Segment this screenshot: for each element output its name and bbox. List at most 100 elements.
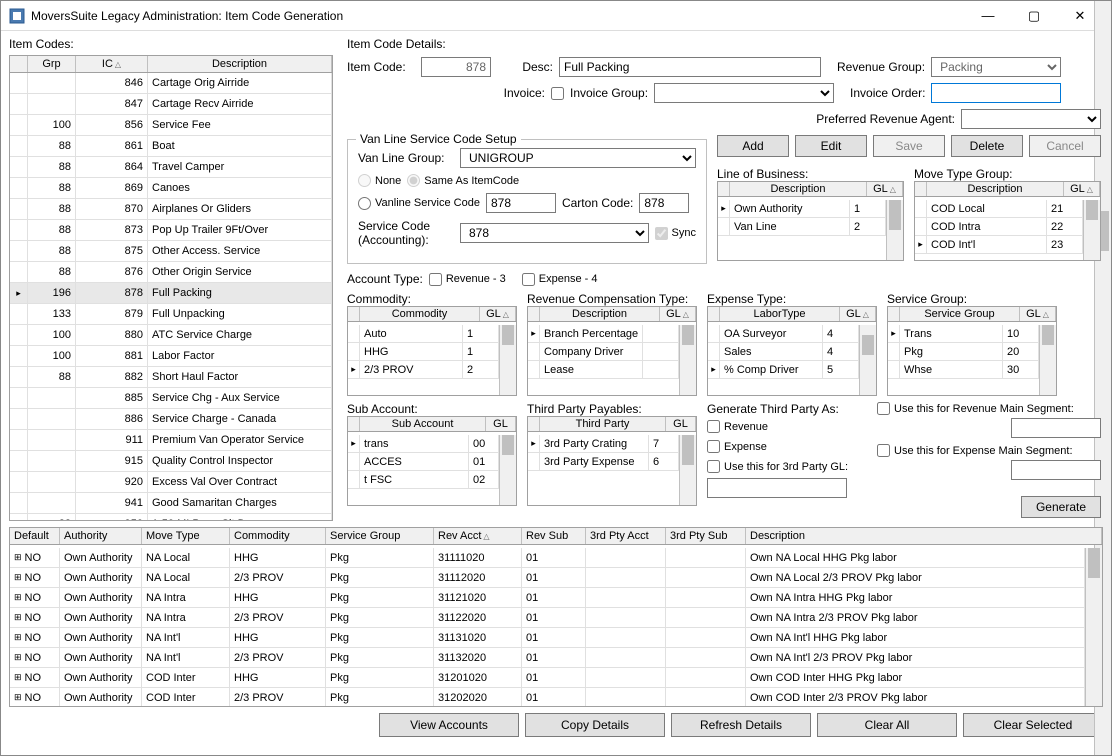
col-3ptyacct[interactable]: 3rd Pty Acct: [586, 528, 666, 544]
table-row[interactable]: Lease: [528, 361, 679, 379]
table-row[interactable]: Pkg20: [888, 343, 1039, 361]
use-3p-gl-checkbox[interactable]: [707, 460, 720, 473]
table-row[interactable]: t FSC02: [348, 471, 499, 489]
table-row[interactable]: 885Service Chg - Aux Service: [10, 388, 332, 409]
table-row[interactable]: Van Line2: [718, 218, 886, 236]
table-row[interactable]: 847Cartage Recv Airride: [10, 94, 332, 115]
table-row[interactable]: 88873Pop Up Trailer 9Ft/Over: [10, 220, 332, 241]
table-row[interactable]: 915Quality Control Inspector: [10, 451, 332, 472]
col-ic[interactable]: IC△: [76, 56, 148, 72]
table-row[interactable]: ⊞NOOwn AuthorityNA LocalHHGPkg3111102001…: [10, 548, 1085, 568]
pref-rev-agent-select[interactable]: [961, 109, 1101, 129]
accounts-grid[interactable]: Default Authority Move Type Commodity Se…: [9, 527, 1103, 707]
gtpa-expense-checkbox[interactable]: [707, 440, 720, 453]
table-row[interactable]: 100881Labor Factor: [10, 346, 332, 367]
rct-grid[interactable]: DescriptionGL△ ▸Branch PercentageCompany…: [527, 306, 697, 396]
svcg-grid[interactable]: Service GroupGL△ ▸Trans10Pkg20Whse30: [887, 306, 1057, 396]
add-button[interactable]: Add: [717, 135, 789, 157]
commodity-grid[interactable]: CommodityGL△ Auto1HHG1▸2/3 PROV2: [347, 306, 517, 396]
table-row[interactable]: HHG1: [348, 343, 499, 361]
table-row[interactable]: ▸Own Authority1: [718, 200, 886, 218]
carton-code-field[interactable]: [639, 193, 689, 213]
table-row[interactable]: ⊞NOOwn AuthorityNA IntraHHGPkg3112102001…: [10, 588, 1085, 608]
col-commodity[interactable]: Commodity: [230, 528, 326, 544]
radio-vsc[interactable]: [358, 197, 371, 210]
table-row[interactable]: 100856Service Fee: [10, 115, 332, 136]
col-desc[interactable]: Description: [148, 56, 332, 72]
table-row[interactable]: 88876Other Origin Service: [10, 262, 332, 283]
col-revsub[interactable]: Rev Sub: [522, 528, 586, 544]
col-3ptysub[interactable]: 3rd Pty Sub: [666, 528, 746, 544]
tpp-grid[interactable]: Third PartyGL ▸3rd Party Crating73rd Par…: [527, 416, 697, 506]
table-row[interactable]: ⊞NOOwn AuthorityNA Int'l2/3 PROVPkg31132…: [10, 648, 1085, 668]
generate-button[interactable]: Generate: [1021, 496, 1101, 518]
col-authority[interactable]: Authority: [60, 528, 142, 544]
table-row[interactable]: Auto1: [348, 325, 499, 343]
col-revacct[interactable]: Rev Acct△: [434, 528, 522, 544]
copy-details-button[interactable]: Copy Details: [525, 713, 665, 737]
col-movetype[interactable]: Move Type: [142, 528, 230, 544]
table-row[interactable]: 911Premium Van Operator Service: [10, 430, 332, 451]
expense-checkbox[interactable]: [522, 273, 535, 286]
table-row[interactable]: 100880ATC Service Charge: [10, 325, 332, 346]
lob-grid[interactable]: DescriptionGL△ ▸Own Authority1Van Line2: [717, 181, 904, 261]
table-row[interactable]: ▸196878Full Packing: [10, 283, 332, 304]
table-row[interactable]: ▸Trans10: [888, 325, 1039, 343]
table-row[interactable]: Sales4: [708, 343, 859, 361]
revenue-group-select[interactable]: Packing: [931, 57, 1061, 77]
table-row[interactable]: 88869Canoes: [10, 178, 332, 199]
clear-all-button[interactable]: Clear All: [817, 713, 957, 737]
third-party-gl-field[interactable]: [707, 478, 847, 498]
table-row[interactable]: ▸3rd Party Crating7: [528, 435, 679, 453]
edit-button[interactable]: Edit: [795, 135, 867, 157]
table-row[interactable]: 846Cartage Orig Airride: [10, 73, 332, 94]
table-row[interactable]: Whse30: [888, 361, 1039, 379]
table-row[interactable]: 239501-50 MI Prem Sit Drayage: [10, 514, 332, 520]
rms-field[interactable]: [1011, 418, 1101, 438]
table-row[interactable]: COD Local21: [915, 200, 1083, 218]
col-servicegroup[interactable]: Service Group: [326, 528, 434, 544]
ems-field[interactable]: [1011, 460, 1101, 480]
table-row[interactable]: 133879Full Unpacking: [10, 304, 332, 325]
vanline-group-select[interactable]: UNIGROUP: [460, 148, 696, 168]
table-row[interactable]: 88870Airplanes Or Gliders: [10, 199, 332, 220]
table-row[interactable]: 88882Short Haul Factor: [10, 367, 332, 388]
table-row[interactable]: 88875Other Access. Service: [10, 241, 332, 262]
table-row[interactable]: 920Excess Val Over Contract: [10, 472, 332, 493]
table-row[interactable]: ▸% Comp Driver5: [708, 361, 859, 379]
table-row[interactable]: ⊞NOOwn AuthorityNA Int'lHHGPkg3113102001…: [10, 628, 1085, 648]
table-row[interactable]: 3rd Party Expense6: [528, 453, 679, 471]
table-row[interactable]: ▸COD Int'l23: [915, 236, 1083, 254]
expt-grid[interactable]: LaborTypeGL△ OA Surveyor4Sales4▸% Comp D…: [707, 306, 877, 396]
table-row[interactable]: ACCES01: [348, 453, 499, 471]
table-row[interactable]: ▸2/3 PROV2: [348, 361, 499, 379]
mtg-grid[interactable]: DescriptionGL△ COD Local21COD Intra22▸CO…: [914, 181, 1101, 261]
table-row[interactable]: ⊞NOOwn AuthorityNA Local2/3 PROVPkg31112…: [10, 568, 1085, 588]
invoice-order-field[interactable]: [931, 83, 1061, 103]
revenue-checkbox[interactable]: [429, 273, 442, 286]
table-row[interactable]: ⊞NOOwn AuthorityCOD InterHHGPkg312010200…: [10, 668, 1085, 688]
minimize-button[interactable]: —: [965, 1, 1011, 31]
invoice-group-select[interactable]: [654, 83, 834, 103]
maximize-button[interactable]: ▢: [1011, 1, 1057, 31]
invoice-checkbox[interactable]: [551, 87, 564, 100]
col-grp[interactable]: Grp: [28, 56, 76, 72]
table-row[interactable]: 88861Boat: [10, 136, 332, 157]
table-row[interactable]: ⊞NOOwn AuthorityNA Intra2/3 PROVPkg31122…: [10, 608, 1085, 628]
ems-checkbox[interactable]: [877, 444, 890, 457]
sca-select[interactable]: 878: [460, 223, 649, 243]
table-row[interactable]: COD Intra22: [915, 218, 1083, 236]
col-description[interactable]: Description: [746, 528, 1102, 544]
sub-grid[interactable]: Sub AccountGL ▸trans00ACCES01t FSC02: [347, 416, 517, 506]
desc-field[interactable]: [559, 57, 821, 77]
table-row[interactable]: ⊞NOOwn AuthorityCOD Inter2/3 PROVPkg3120…: [10, 688, 1085, 706]
table-row[interactable]: ▸trans00: [348, 435, 499, 453]
table-row[interactable]: 88864Travel Camper: [10, 157, 332, 178]
view-accounts-button[interactable]: View Accounts: [379, 713, 519, 737]
table-row[interactable]: 886Service Charge - Canada: [10, 409, 332, 430]
rms-checkbox[interactable]: [877, 402, 890, 415]
table-row[interactable]: ▸Branch Percentage: [528, 325, 679, 343]
clear-selected-button[interactable]: Clear Selected: [963, 713, 1103, 737]
vsc-field[interactable]: [486, 193, 556, 213]
table-row[interactable]: OA Surveyor4: [708, 325, 859, 343]
